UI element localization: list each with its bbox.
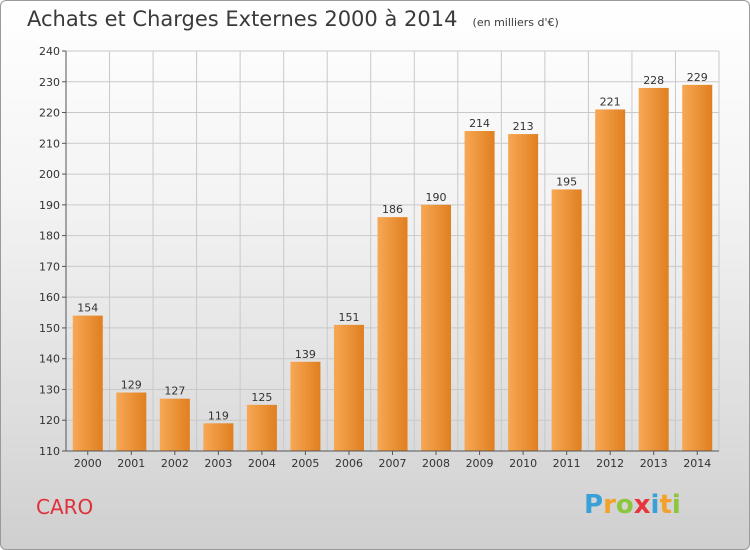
x-tick-label: 2005: [291, 457, 319, 470]
bar: [464, 131, 495, 451]
x-tick-label: 2012: [596, 457, 624, 470]
chart-unit: (en milliers d'€): [472, 16, 559, 29]
x-tick-label: 2004: [248, 457, 276, 470]
y-tick-label: 210: [39, 137, 60, 150]
bar: [72, 315, 103, 451]
commune-name: CARO: [36, 495, 94, 519]
x-tick-label: 2014: [683, 457, 711, 470]
bar: [290, 361, 321, 451]
logo-letter: x: [633, 490, 651, 520]
data-label: 229: [687, 71, 708, 84]
y-tick-label: 180: [39, 230, 60, 243]
y-tick-label: 200: [39, 168, 60, 181]
y-tick-label: 170: [39, 260, 60, 273]
y-tick-label: 230: [39, 76, 60, 89]
x-tick-label: 2009: [466, 457, 494, 470]
bar: [508, 134, 539, 452]
data-label: 151: [338, 311, 359, 324]
data-label: 125: [251, 391, 272, 404]
bar: [595, 109, 626, 451]
data-label: 186: [382, 203, 403, 216]
chart-title: Achats et Charges Externes 2000 à 2014: [27, 7, 458, 31]
data-label: 190: [426, 191, 447, 204]
logo-letter: o: [615, 490, 634, 520]
data-label: 213: [513, 120, 534, 133]
bar: [203, 423, 234, 451]
bar: [377, 217, 408, 451]
logo-letter: i: [650, 490, 660, 520]
axes: 110 120 130 140 150 160 170 180 190 200 210 220 230 2…: [39, 45, 719, 470]
bar: [682, 84, 713, 451]
data-label: 127: [164, 385, 185, 398]
logo-letter: i: [671, 490, 681, 520]
proxiti-logo: Proxiti: [584, 490, 681, 520]
bar: [246, 404, 277, 451]
bar: [421, 204, 452, 451]
bars: [72, 84, 713, 452]
y-tick-label: 120: [39, 414, 60, 427]
logo-letter: r: [603, 490, 616, 520]
logo-letter: t: [659, 490, 672, 520]
data-label: 129: [121, 379, 142, 392]
y-tick-label: 130: [39, 383, 60, 396]
x-tick-label: 2008: [422, 457, 450, 470]
x-tick-label: 2010: [509, 457, 537, 470]
x-tick-label: 2013: [640, 457, 668, 470]
chart-title-block: Achats et Charges Externes 2000 à 2014 (…: [27, 7, 559, 31]
data-label: 221: [600, 95, 621, 108]
y-tick-label: 140: [39, 353, 60, 366]
y-tick-label: 240: [39, 45, 60, 58]
data-label: 119: [208, 409, 229, 422]
x-tick-label: 2007: [379, 457, 407, 470]
bar: [116, 392, 147, 451]
data-label: 154: [77, 302, 98, 315]
x-tick-label: 2011: [553, 457, 581, 470]
logo-letter: P: [584, 490, 604, 520]
y-tick-label: 110: [39, 445, 60, 458]
bar: [638, 87, 669, 451]
y-tick-label: 150: [39, 322, 60, 335]
y-tick-label: 190: [39, 199, 60, 212]
x-tick-label: 2003: [204, 457, 232, 470]
x-tick-label: 2000: [74, 457, 102, 470]
x-tick-label: 2006: [335, 457, 363, 470]
bar: [333, 324, 364, 451]
bar: [159, 398, 190, 451]
x-tick-label: 2001: [117, 457, 145, 470]
y-tick-label: 220: [39, 107, 60, 120]
data-labels: 154 129 127 119 125 139 151 186 190 214 213 195 221 2…: [77, 71, 707, 422]
data-label: 195: [556, 175, 577, 188]
bar: [551, 189, 582, 451]
y-tick-label: 160: [39, 291, 60, 304]
x-tick-label: 2002: [161, 457, 189, 470]
data-label: 139: [295, 348, 316, 361]
data-label: 214: [469, 117, 490, 130]
data-label: 228: [643, 74, 664, 87]
